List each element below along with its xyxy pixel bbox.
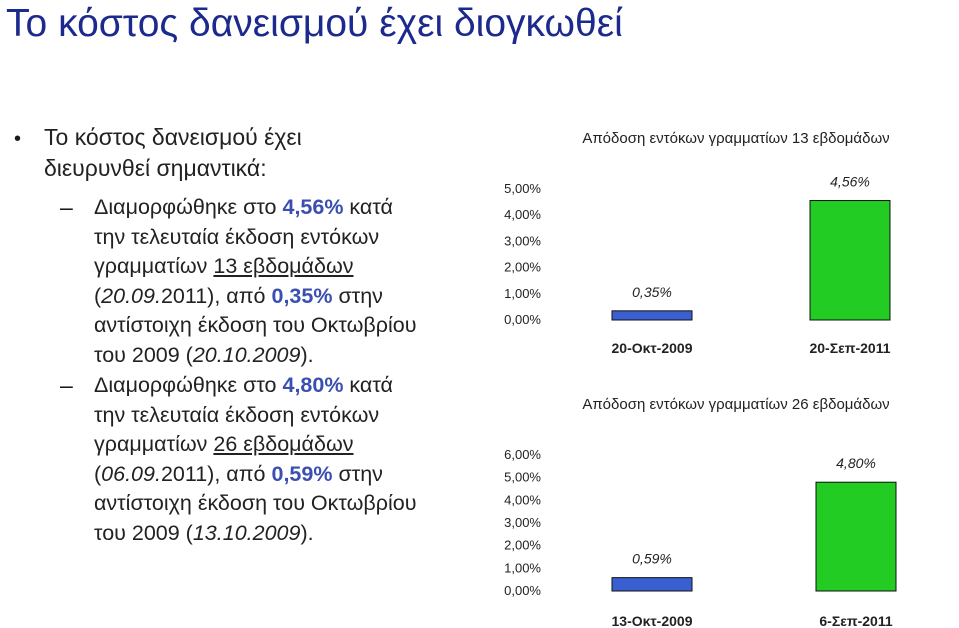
bullet-text: Το κόστος δανεισμού έχει διευρυνθεί σημα… <box>44 122 302 184</box>
x-tick-label: 20-Σεπ-2011 <box>809 340 890 356</box>
y-tick-label: 5,00% <box>504 181 541 196</box>
sub-dash: – <box>60 194 73 220</box>
sub-item-26w: Διαμορφώθηκε στο 4,80% κατά την τελευταί… <box>94 373 417 545</box>
bullet-line: διευρυνθεί σημαντικά: <box>44 155 267 181</box>
chart-title: Απόδοση εντόκων γραμματίων 13 εβδομάδων <box>582 130 889 147</box>
y-tick-label: 4,00% <box>504 492 541 507</box>
y-tick-label: 3,00% <box>504 233 541 248</box>
chart-title: Απόδοση εντόκων γραμματίων 26 εβδομάδων <box>582 396 889 413</box>
y-tick-label: 6,00% <box>504 447 541 462</box>
y-tick-label: 0,00% <box>504 583 541 598</box>
y-tick-label: 3,00% <box>504 515 541 530</box>
bar <box>611 577 693 592</box>
bar-value-label: 0,35% <box>632 284 672 300</box>
y-tick-label: 5,00% <box>504 470 541 485</box>
y-tick-label: 0,00% <box>504 312 541 327</box>
y-tick-label: 1,00% <box>504 560 541 575</box>
y-tick-label: 2,00% <box>504 260 541 275</box>
bar <box>815 481 897 592</box>
bar <box>809 200 891 321</box>
x-tick-label: 20-Οκτ-2009 <box>612 340 693 356</box>
x-tick-label: 6-Σεπ-2011 <box>819 613 892 628</box>
bar-value-label: 4,80% <box>836 455 876 471</box>
bullet-line: Το κόστος δανεισμού έχει <box>44 124 302 150</box>
x-tick-label: 13-Οκτ-2009 <box>612 613 693 628</box>
slide-title: Το κόστος δανεισμού έχει διογκωθεί <box>6 2 623 45</box>
sub-item-13w: Διαμορφώθηκε στο 4,56% κατά την τελευταί… <box>94 195 417 367</box>
bullet-dot: • <box>14 128 22 150</box>
y-tick-label: 4,00% <box>504 207 541 222</box>
bar <box>611 310 693 321</box>
bar-value-label: 4,56% <box>830 174 870 190</box>
y-tick-label: 1,00% <box>504 286 541 301</box>
bar-value-label: 0,59% <box>632 551 672 567</box>
sub-dash: – <box>60 372 73 398</box>
y-tick-label: 2,00% <box>504 538 541 553</box>
